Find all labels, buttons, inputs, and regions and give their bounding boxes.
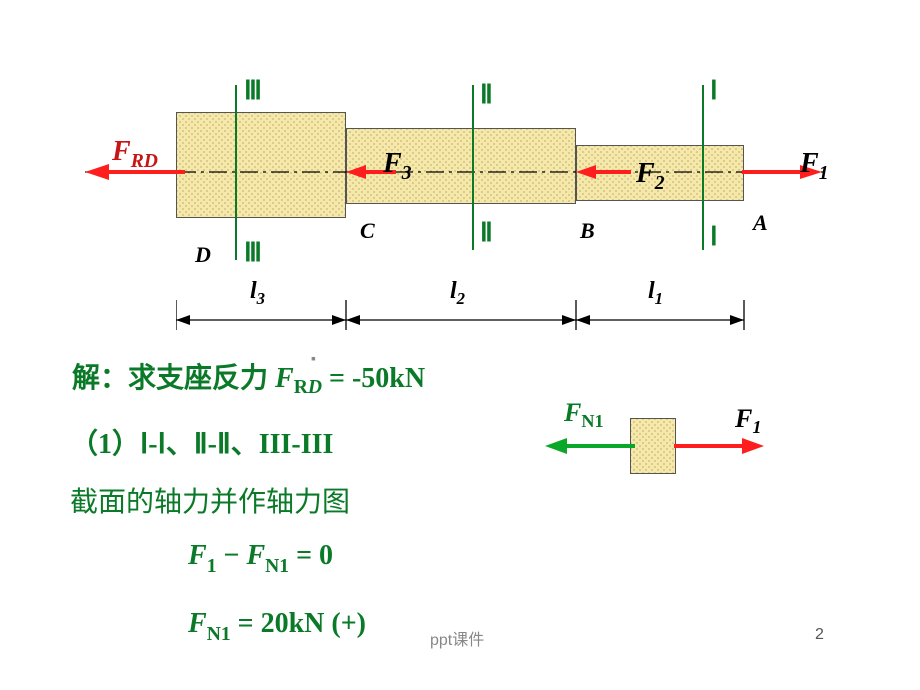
- label-l3: l3: [250, 278, 265, 305]
- fbd-arrow-FN1: [545, 432, 635, 462]
- section-II-top: Ⅱ: [480, 80, 493, 110]
- equation-2: FN1 = 20kN (+): [188, 608, 366, 640]
- solution-line3: 截面的轴力并作轴力图: [70, 480, 350, 520]
- solution-line2: （1）Ⅰ-Ⅰ、Ⅱ-Ⅱ、III-III: [70, 422, 333, 462]
- section-I-line: [702, 85, 704, 250]
- section-III-bot: Ⅲ: [244, 238, 262, 268]
- page-number: 2: [815, 626, 824, 644]
- fbd-label-F1: F1: [735, 404, 761, 434]
- label-F2: F2: [636, 158, 664, 190]
- arrow-F2: [576, 158, 631, 188]
- solution-line1: 解：求支座反力 FRD = -50kN: [72, 356, 425, 396]
- section-I-top: Ⅰ: [710, 76, 718, 106]
- equation-1: F1 − FN1 = 0: [188, 540, 333, 572]
- fbd-label-FN1: FN1: [564, 398, 604, 428]
- label-l1: l1: [648, 278, 663, 305]
- section-II-line: [472, 85, 474, 250]
- fbd-block: [630, 418, 676, 474]
- label-F3: F3: [383, 148, 411, 180]
- centerline: [85, 163, 825, 181]
- center-mark: ▪: [311, 352, 316, 368]
- section-III-top: Ⅲ: [244, 76, 262, 106]
- fbd-arrow-F1: [674, 432, 764, 462]
- label-F1: F1: [800, 148, 828, 180]
- label-C: C: [360, 218, 375, 244]
- section-III-line: [235, 85, 237, 260]
- footer-text: ppt课件: [430, 626, 484, 650]
- label-B: B: [580, 218, 595, 244]
- label-D: D: [195, 242, 211, 268]
- label-l2: l2: [450, 278, 465, 305]
- section-II-bot: Ⅱ: [480, 218, 493, 248]
- section-I-bot: Ⅰ: [710, 222, 718, 252]
- label-A: A: [753, 210, 768, 236]
- label-FRD: FRD: [112, 136, 158, 168]
